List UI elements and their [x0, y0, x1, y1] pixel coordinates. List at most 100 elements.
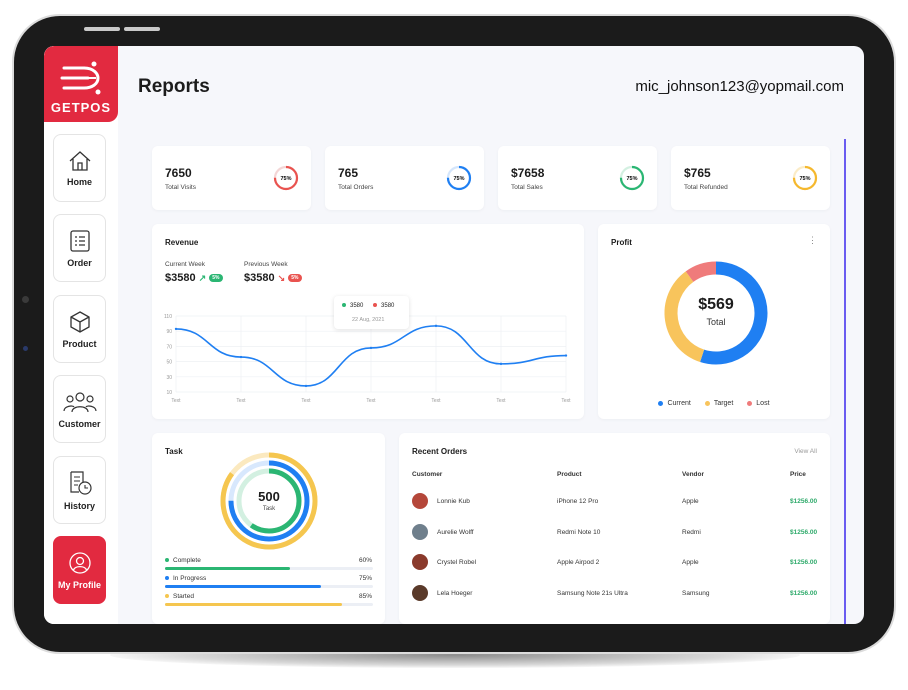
order-customer: Lela Hoeger	[437, 590, 473, 597]
revenue-data-point	[499, 362, 503, 366]
task-title: Task	[165, 447, 183, 456]
y-tick-label: 70	[166, 344, 172, 350]
profile-icon	[68, 551, 91, 574]
previous-week-badge: 5%	[288, 274, 302, 283]
stat-card-visits[interactable]: 7650 Total Visits 75%	[152, 146, 311, 210]
main-panel: Reports mic_johnson123@yopmail.com 7650 …	[118, 46, 864, 624]
task-dot	[165, 558, 169, 563]
legend-label: Target	[713, 400, 734, 407]
task-progress-track	[165, 585, 373, 588]
stat-progress-ring: 75%	[619, 165, 645, 191]
nav-my-profile-label: My Profile	[57, 579, 101, 590]
task-progress-fill	[165, 603, 342, 606]
task-item-label: Complete	[173, 557, 201, 564]
stat-card-sales[interactable]: $7658 Total Sales 75%	[498, 146, 657, 210]
tooltip-value-a: 3580	[350, 303, 364, 309]
avatar	[412, 524, 428, 540]
power-button	[124, 27, 160, 31]
order-customer: Lonnie Kub	[437, 498, 470, 505]
home-icon	[69, 150, 90, 171]
order-product: Apple Airpod 2	[557, 559, 600, 566]
logo-icon	[60, 61, 101, 95]
current-week-label: Current Week	[165, 261, 205, 268]
profit-total-label: Total	[706, 317, 726, 327]
profit-slice-lost	[685, 261, 717, 283]
task-item-started: Started	[165, 593, 194, 600]
nav-my-profile[interactable]: My Profile	[53, 536, 106, 604]
nav-order[interactable]: Order	[53, 214, 106, 282]
legend-dot	[704, 400, 710, 406]
task-progress-fill	[165, 585, 321, 588]
reports-content: 7650 Total Visits 75% 765 Total Orders 7…	[138, 139, 846, 624]
order-vendor: Redmi	[682, 529, 701, 536]
nav-history[interactable]: History	[53, 456, 106, 524]
nav-customer-label: Customer	[58, 418, 101, 429]
task-progress-fill	[165, 567, 290, 570]
table-row[interactable]: Lonnie Kub iPhone 12 Pro Apple $1256.00	[399, 491, 830, 511]
camera-dot	[22, 296, 29, 303]
current-week-badge: 5%	[209, 274, 223, 283]
task-item-label: Started	[173, 593, 194, 600]
nav-home-label: Home	[66, 176, 92, 187]
nav-customer[interactable]: Customer	[53, 375, 106, 443]
tooltip-dot-previous	[373, 303, 378, 308]
order-price: $1256.00	[790, 559, 818, 566]
revenue-data-point	[174, 327, 178, 331]
stat-label: Total Refunded	[684, 184, 728, 191]
profit-total-value: $569	[698, 296, 734, 313]
order-product: iPhone 12 Pro	[557, 498, 599, 505]
x-tick-label: Text	[431, 398, 441, 404]
stat-percent: 75%	[280, 176, 291, 182]
task-progress-track	[165, 603, 373, 606]
task-dot	[165, 594, 169, 599]
nav-history-label: History	[63, 500, 95, 511]
nav-product-label: Product	[62, 338, 97, 349]
x-tick-label: Text	[171, 398, 181, 404]
volume-button	[84, 27, 120, 31]
column-header-price: Price	[790, 471, 806, 478]
table-row[interactable]: Aurelie Wolff Redmi Note 10 Redmi $1256.…	[399, 522, 830, 542]
brand-name: GETPOS	[50, 100, 112, 115]
x-tick-label: Text	[301, 398, 311, 404]
order-price: $1256.00	[790, 529, 818, 536]
app-screen: GETPOS Home Order Product Customer Histo…	[44, 46, 864, 624]
brand-logo[interactable]: GETPOS	[44, 46, 118, 122]
stat-value: $7658	[511, 166, 545, 180]
profit-legend: Current Target Lost	[598, 400, 830, 407]
users-icon	[62, 391, 97, 412]
recent-orders-title: Recent Orders	[412, 447, 468, 456]
legend-lost: Lost	[747, 400, 770, 407]
stat-progress-ring: 75%	[446, 165, 472, 191]
avatar	[412, 554, 428, 570]
profit-slice-target	[664, 271, 705, 362]
task-radial-chart	[220, 452, 318, 550]
avatar	[412, 493, 428, 509]
user-email[interactable]: mic_johnson123@yopmail.com	[635, 78, 844, 95]
avatar	[412, 585, 428, 601]
table-row[interactable]: Lela Hoeger Samsung Note 21s Ultra Samsu…	[399, 583, 830, 603]
box-icon	[69, 310, 90, 333]
table-row[interactable]: Crystel Robel Apple Airpod 2 Apple $1256…	[399, 552, 830, 572]
tooltip-value-b: 3580	[381, 303, 395, 309]
revenue-data-point	[369, 346, 373, 350]
order-product: Redmi Note 10	[557, 529, 601, 536]
view-all-link[interactable]: View All	[794, 448, 817, 455]
legend-dot	[658, 400, 664, 406]
task-progress-track	[165, 567, 373, 570]
history-icon	[69, 470, 92, 495]
nav-product[interactable]: Product	[53, 295, 106, 363]
revenue-line-chart[interactable]: 10 30 50 70 90 110 Text Text Text Text Text Text Tex…	[152, 224, 584, 419]
legend-current: Current	[658, 400, 691, 407]
stat-label: Total Visits	[165, 184, 196, 191]
revenue-data-point	[434, 324, 438, 328]
more-options-icon[interactable]: ⋮	[808, 235, 817, 245]
stat-card-orders[interactable]: 765 Total Orders 75%	[325, 146, 484, 210]
task-item-percent: 85%	[358, 593, 372, 600]
revenue-data-point	[304, 384, 308, 388]
task-item-label: In Progress	[173, 575, 207, 582]
nav-order-label: Order	[67, 257, 92, 268]
stat-card-refunded[interactable]: $765 Total Refunded 75%	[671, 146, 830, 210]
nav-home[interactable]: Home	[53, 134, 106, 202]
revenue-data-point	[564, 354, 568, 357]
stat-progress-ring: 75%	[792, 165, 818, 191]
